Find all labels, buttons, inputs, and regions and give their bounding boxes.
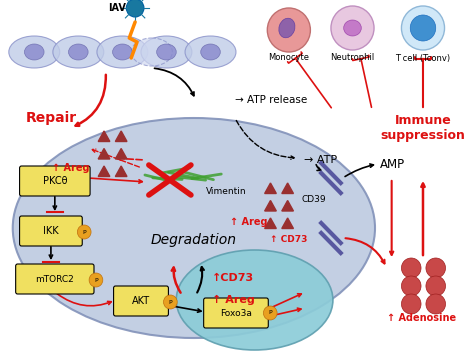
Polygon shape: [264, 201, 276, 211]
Ellipse shape: [113, 44, 132, 60]
Circle shape: [89, 273, 103, 287]
Ellipse shape: [25, 44, 44, 60]
Text: ↑ Areg: ↑ Areg: [212, 295, 255, 305]
Text: P: P: [268, 311, 272, 316]
Polygon shape: [264, 183, 276, 193]
FancyBboxPatch shape: [16, 264, 94, 294]
Text: mTORC2: mTORC2: [36, 274, 74, 284]
FancyBboxPatch shape: [114, 286, 168, 316]
Polygon shape: [282, 183, 293, 193]
Polygon shape: [115, 166, 127, 176]
Polygon shape: [98, 148, 110, 159]
Circle shape: [401, 6, 445, 50]
Ellipse shape: [13, 118, 375, 338]
Text: P: P: [82, 229, 86, 235]
Ellipse shape: [141, 36, 192, 68]
Circle shape: [164, 295, 177, 309]
Text: P: P: [169, 300, 172, 305]
Ellipse shape: [97, 36, 148, 68]
Text: P: P: [94, 278, 98, 283]
Circle shape: [126, 0, 144, 17]
Circle shape: [77, 225, 91, 239]
Ellipse shape: [279, 18, 295, 38]
Circle shape: [426, 294, 446, 314]
Text: IKK: IKK: [43, 226, 59, 236]
Text: AMP: AMP: [380, 158, 405, 170]
Text: Foxo3a: Foxo3a: [220, 308, 252, 317]
Text: ↑ Adenosine: ↑ Adenosine: [387, 313, 456, 323]
FancyBboxPatch shape: [204, 298, 268, 328]
Polygon shape: [264, 218, 276, 229]
Text: ↑ CD73: ↑ CD73: [270, 235, 308, 245]
Circle shape: [401, 276, 421, 296]
Circle shape: [331, 6, 374, 50]
Circle shape: [426, 276, 446, 296]
Text: Immune
suppression: Immune suppression: [381, 114, 465, 142]
Polygon shape: [98, 166, 110, 176]
Ellipse shape: [131, 38, 173, 66]
Circle shape: [401, 258, 421, 278]
Ellipse shape: [185, 36, 236, 68]
Text: Vimentin: Vimentin: [206, 187, 246, 197]
Text: IAV: IAV: [109, 3, 127, 13]
Text: Neutrophil: Neutrophil: [330, 54, 374, 62]
Text: PKCθ: PKCθ: [43, 176, 67, 186]
Text: CD39: CD39: [301, 196, 326, 204]
FancyBboxPatch shape: [19, 166, 90, 196]
Text: Monocyte: Monocyte: [268, 54, 310, 62]
Ellipse shape: [53, 36, 104, 68]
Ellipse shape: [344, 20, 361, 36]
Text: AKT: AKT: [132, 296, 150, 306]
Text: Degradation: Degradation: [151, 233, 237, 247]
Text: → ATP release: → ATP release: [235, 95, 307, 105]
Circle shape: [264, 306, 277, 320]
Ellipse shape: [176, 250, 333, 350]
FancyBboxPatch shape: [19, 216, 82, 246]
Ellipse shape: [69, 44, 88, 60]
Text: T cell (Tconv): T cell (Tconv): [395, 54, 451, 62]
Text: → ATP: → ATP: [303, 155, 337, 165]
Circle shape: [267, 8, 310, 52]
Polygon shape: [282, 201, 293, 211]
Text: ↑ Areg: ↑ Areg: [52, 163, 89, 173]
Polygon shape: [115, 131, 127, 142]
Text: ↑ Areg: ↑ Areg: [230, 217, 267, 227]
Ellipse shape: [157, 44, 176, 60]
Polygon shape: [282, 218, 293, 229]
Ellipse shape: [9, 36, 60, 68]
Polygon shape: [98, 131, 110, 142]
Text: ↑CD73: ↑CD73: [212, 273, 254, 283]
Circle shape: [401, 294, 421, 314]
Ellipse shape: [201, 44, 220, 60]
Text: Repair: Repair: [25, 111, 76, 125]
Circle shape: [426, 258, 446, 278]
Circle shape: [410, 15, 436, 41]
Polygon shape: [115, 148, 127, 159]
